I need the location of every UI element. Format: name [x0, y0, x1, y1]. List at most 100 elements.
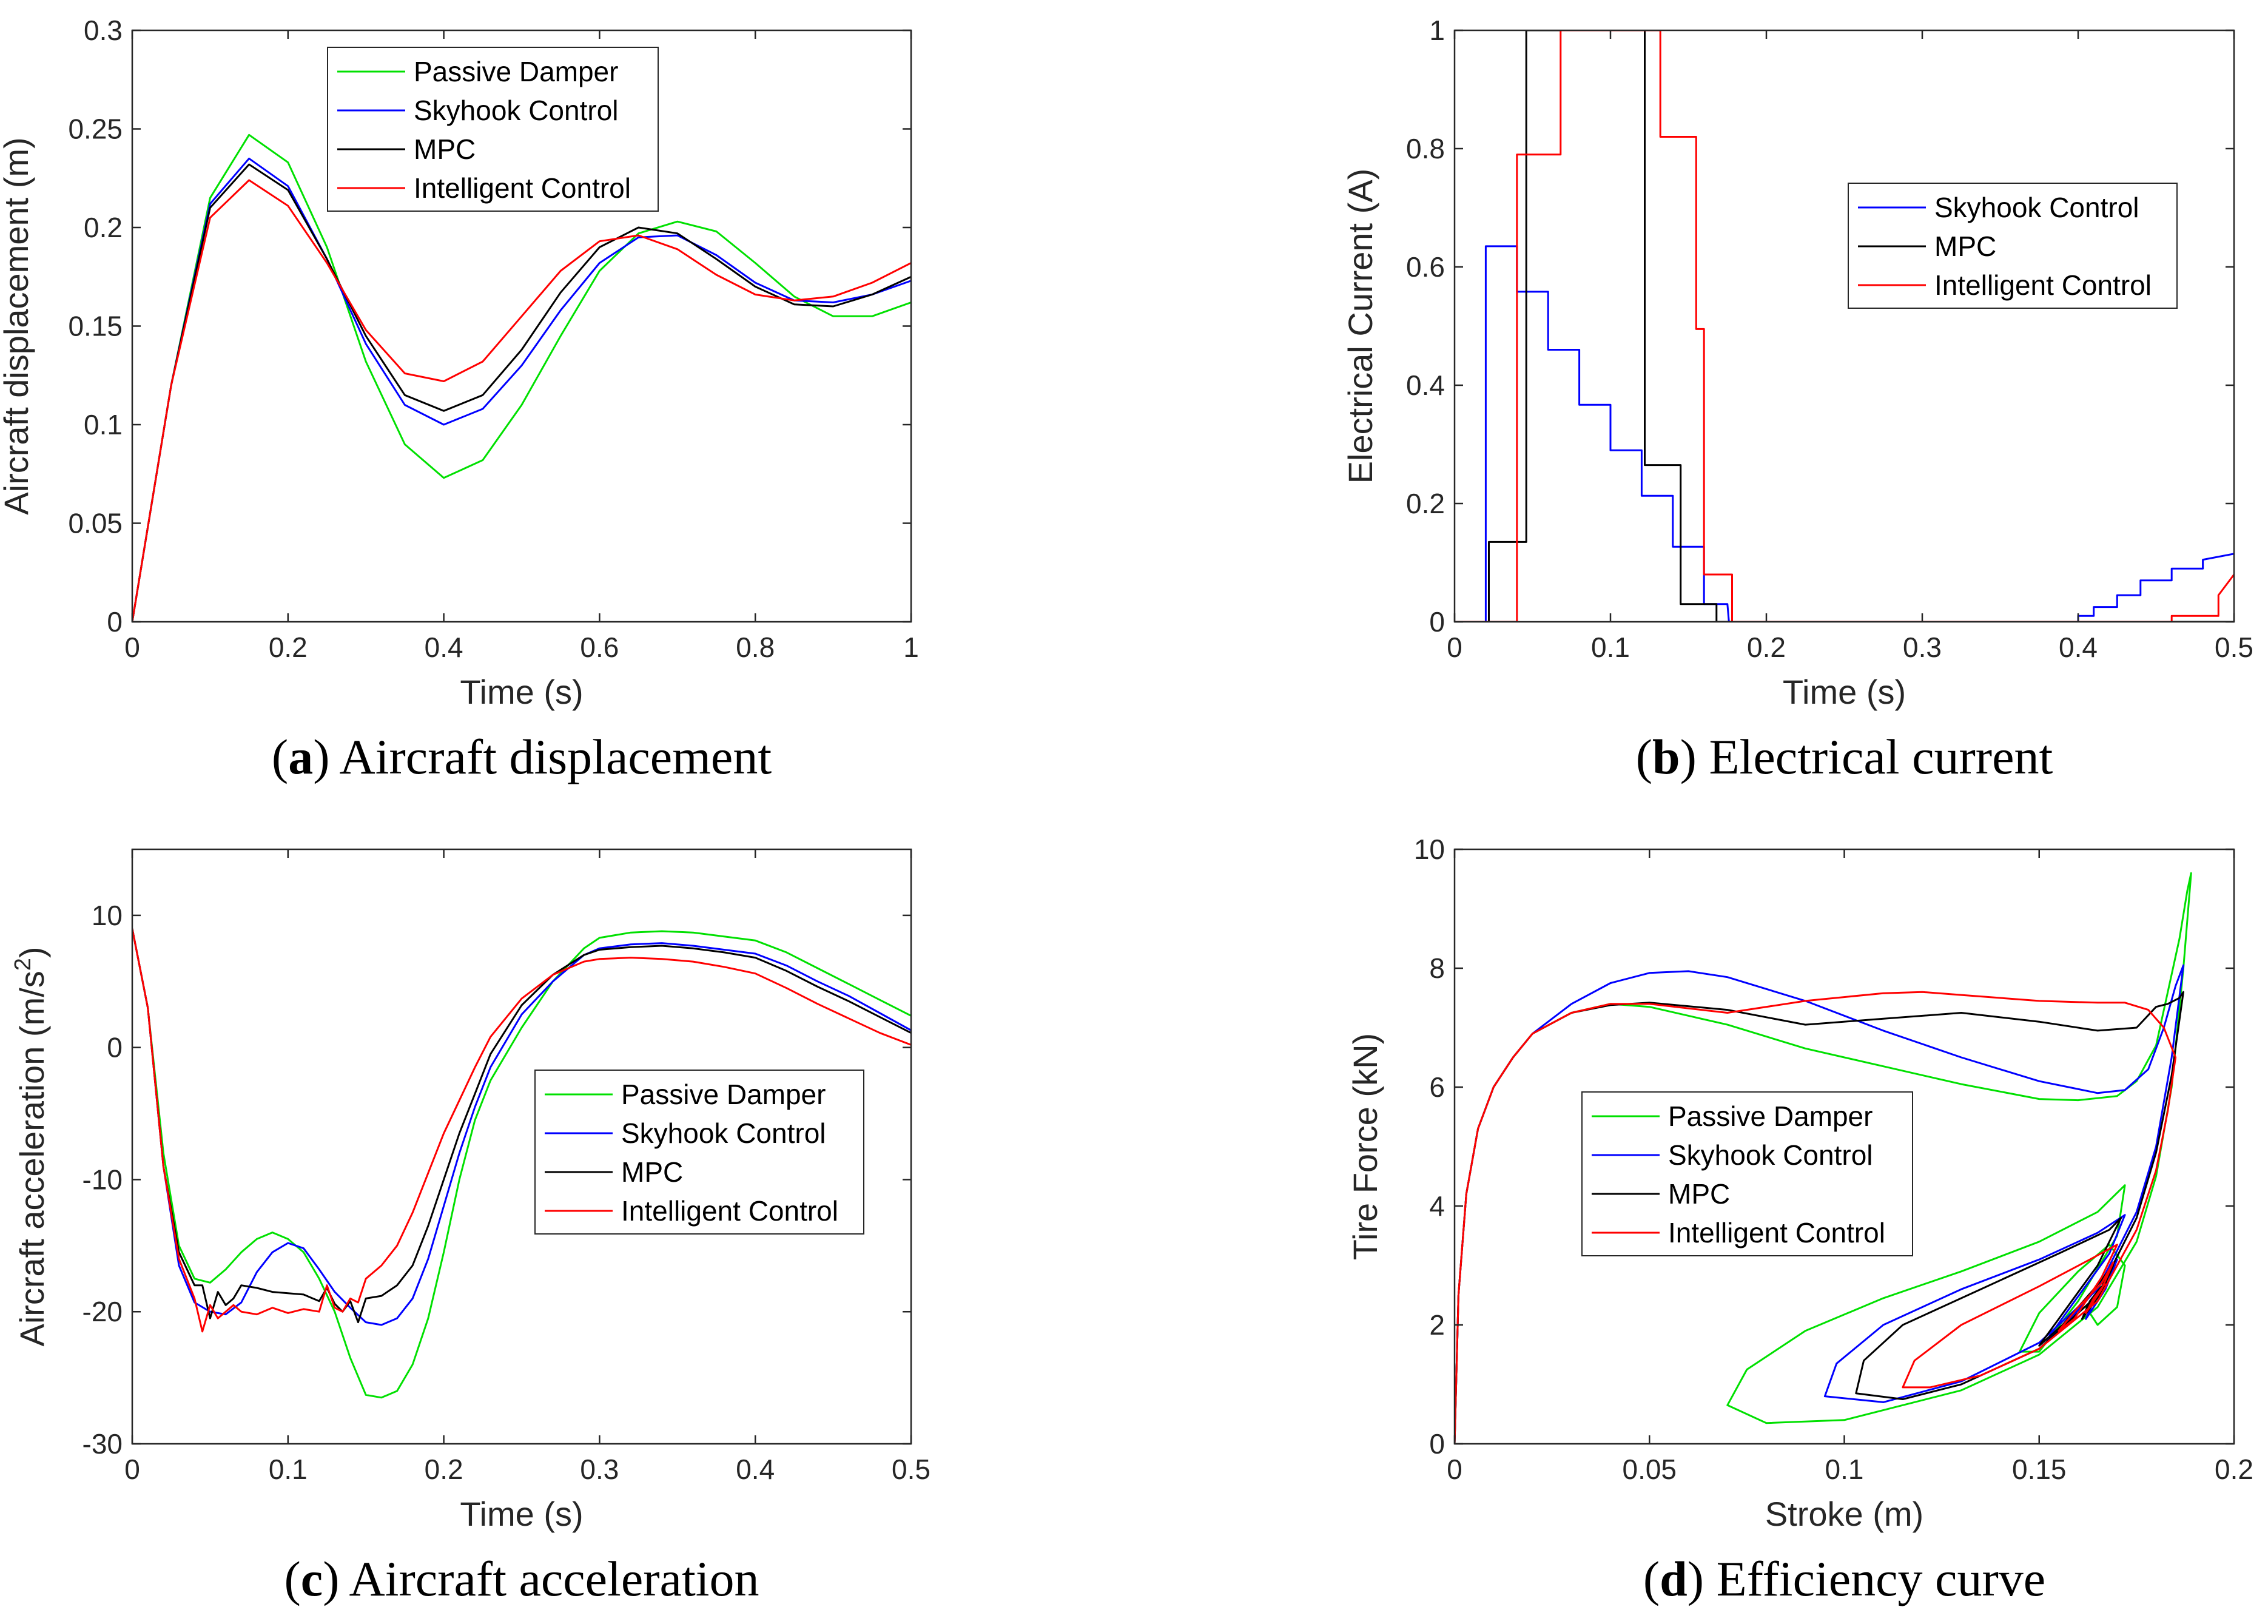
- y-tick-label: 0.25: [68, 113, 123, 145]
- series-line-mpc: [132, 163, 911, 622]
- y-tick-label: 2: [1429, 1309, 1445, 1341]
- series-line-intelligent-control: [132, 928, 911, 1333]
- x-tick-label: 0.1: [269, 1454, 308, 1485]
- series-line-skyhook-control: [1455, 964, 2184, 1444]
- y-axis-label-superscript: 2: [10, 958, 36, 971]
- panel-caption: (d) Efficiency curve: [1643, 1551, 2045, 1606]
- x-tick-label: 0.3: [580, 1454, 619, 1485]
- x-tick-label: 0.2: [1747, 632, 1786, 663]
- y-axis-label: Aircraft acceleration (m/s2): [10, 946, 51, 1346]
- legend: Skyhook Control MPC Intelligent Control: [1848, 183, 2178, 309]
- legend-box: [1581, 1091, 1913, 1256]
- x-axis-label: Time (s): [460, 1495, 583, 1533]
- y-tick-label: 0.6: [1406, 251, 1445, 283]
- y-tick-label: 0.15: [68, 311, 123, 342]
- caption-text: ) Efficiency curve: [1688, 1551, 2045, 1606]
- y-tick-label: -30: [82, 1428, 123, 1460]
- y-tick-label: -10: [82, 1164, 123, 1195]
- x-tick-label: 0.1: [1825, 1454, 1864, 1485]
- panel-d-efficiency-curve: 0 0.05 0.1 0.15 0.2 0 2 4 6 8 10 Stroke (m) Tire For…: [1346, 834, 2253, 1606]
- x-tick-label: 0.4: [736, 1454, 775, 1485]
- series-group: [132, 133, 911, 622]
- legend-entry-label: Passive Damper: [621, 1079, 826, 1110]
- panel-c-acceleration: 0 0.1 0.2 0.3 0.4 0.5 -30 -20 -10 0 10 Time (s) Airc…: [10, 848, 930, 1606]
- x-tick-label: 0.1: [1591, 632, 1630, 663]
- legend-entry-label: Skyhook Control: [414, 95, 619, 126]
- series-group: [1455, 30, 2234, 622]
- legend-entry-label: MPC: [621, 1156, 683, 1188]
- x-tick-label: 0.2: [269, 632, 308, 663]
- legend-entry-label: Passive Damper: [414, 56, 618, 87]
- series-line-intelligent-control: [1455, 991, 2177, 1444]
- caption-text: ) Electrical current: [1680, 729, 2053, 784]
- series-line-mpc: [1455, 30, 2234, 622]
- y-tick-label: 6: [1429, 1071, 1445, 1103]
- axes-box: [131, 848, 912, 1445]
- x-axis-label: Stroke (m): [1765, 1495, 1923, 1533]
- legend-entry-label: Intelligent Control: [414, 172, 631, 204]
- series-line-intelligent-control: [132, 179, 911, 622]
- y-tick-label: 10: [92, 900, 123, 931]
- x-tick-label: 0.2: [2215, 1454, 2253, 1485]
- legend-entry-label: Intelligent Control: [1668, 1217, 1885, 1248]
- y-tick-label: 0.2: [84, 212, 123, 243]
- x-axis-label: Time (s): [1783, 673, 1906, 711]
- x-tick-label: 0.3: [1903, 632, 1942, 663]
- series-line-passive-damper: [132, 928, 911, 1399]
- legend: Passive Damper Skyhook Control MPC Intellig…: [1581, 1091, 1913, 1256]
- series-group: [1455, 872, 2192, 1444]
- caption-open-paren: (: [1636, 729, 1652, 784]
- y-tick-label: 0.2: [1406, 488, 1445, 519]
- caption-open-paren: (: [272, 729, 288, 784]
- panel-b-electrical-current: 0 0.1 0.2 0.3 0.4 0.5 0 0.2 0.4 0.6 0.8 1 Time (s) El…: [1341, 15, 2253, 784]
- caption-open-paren: (: [1643, 1551, 1660, 1606]
- y-tick-label: 0.1: [84, 409, 123, 440]
- y-tick-label: 0.3: [84, 15, 123, 46]
- x-tick-label: 0.5: [2215, 632, 2253, 663]
- x-tick-label: 0.15: [2012, 1454, 2067, 1485]
- legend-entry-label: Skyhook Control: [1668, 1139, 1873, 1171]
- legend: Passive Damper Skyhook Control MPC Intellig…: [327, 47, 659, 212]
- panel-caption: (c) Aircraft acceleration: [284, 1551, 759, 1606]
- x-tick-label: 1: [903, 632, 919, 663]
- series-line-skyhook-control: [132, 928, 911, 1326]
- y-tick-label: 0: [1429, 1428, 1445, 1460]
- x-tick-label: 0.4: [425, 632, 463, 663]
- y-tick-label: -20: [82, 1296, 123, 1327]
- series-group: [132, 928, 911, 1399]
- caption-letter: a: [288, 729, 313, 784]
- legend-entry-label: MPC: [1934, 231, 1996, 262]
- x-tick-label: 0.05: [1622, 1454, 1677, 1485]
- legend: Passive Damper Skyhook Control MPC Intellig…: [534, 1070, 864, 1235]
- series-line-mpc: [132, 928, 911, 1324]
- caption-text: ) Aircraft acceleration: [323, 1551, 759, 1606]
- y-tick-label: 0: [1429, 606, 1445, 638]
- legend-entry-label: MPC: [414, 133, 476, 165]
- caption-letter: c: [301, 1551, 323, 1606]
- legend-entry-label: Skyhook Control: [621, 1117, 826, 1149]
- y-axis-label-end: ): [13, 946, 51, 958]
- panel-caption: (a) Aircraft displacement: [272, 729, 772, 784]
- legend-box: [327, 47, 659, 212]
- caption-text: ) Aircraft displacement: [313, 729, 772, 784]
- panel-a-displacement: 0 0.2 0.4 0.6 0.8 1 0 0.05 0.1 0.15 0.2 0.25 0.3 Time…: [0, 15, 919, 784]
- legend-entry-label: Intelligent Control: [621, 1195, 838, 1227]
- x-tick-label: 0: [1447, 632, 1462, 663]
- x-tick-label: 0: [1447, 1454, 1462, 1485]
- legend-entry-label: Passive Damper: [1668, 1100, 1873, 1132]
- panel-caption: (b) Electrical current: [1636, 729, 2053, 784]
- x-tick-label: 0: [124, 1454, 140, 1485]
- y-tick-label: 10: [1414, 834, 1445, 865]
- x-tick-label: 0.6: [580, 632, 619, 663]
- legend-entry-label: MPC: [1668, 1178, 1730, 1210]
- series-line-passive-damper: [1455, 872, 2192, 1444]
- y-tick-label: 1: [1429, 15, 1445, 46]
- x-axis-label: Time (s): [460, 673, 583, 711]
- y-tick-label: 8: [1429, 952, 1445, 984]
- y-tick-label: 0.4: [1406, 369, 1445, 401]
- y-axis-label: Electrical Current (A): [1341, 169, 1379, 484]
- y-tick-label: 0.8: [1406, 133, 1445, 164]
- series-line-intelligent-control: [1455, 30, 2234, 622]
- axes-box: [1453, 29, 2235, 623]
